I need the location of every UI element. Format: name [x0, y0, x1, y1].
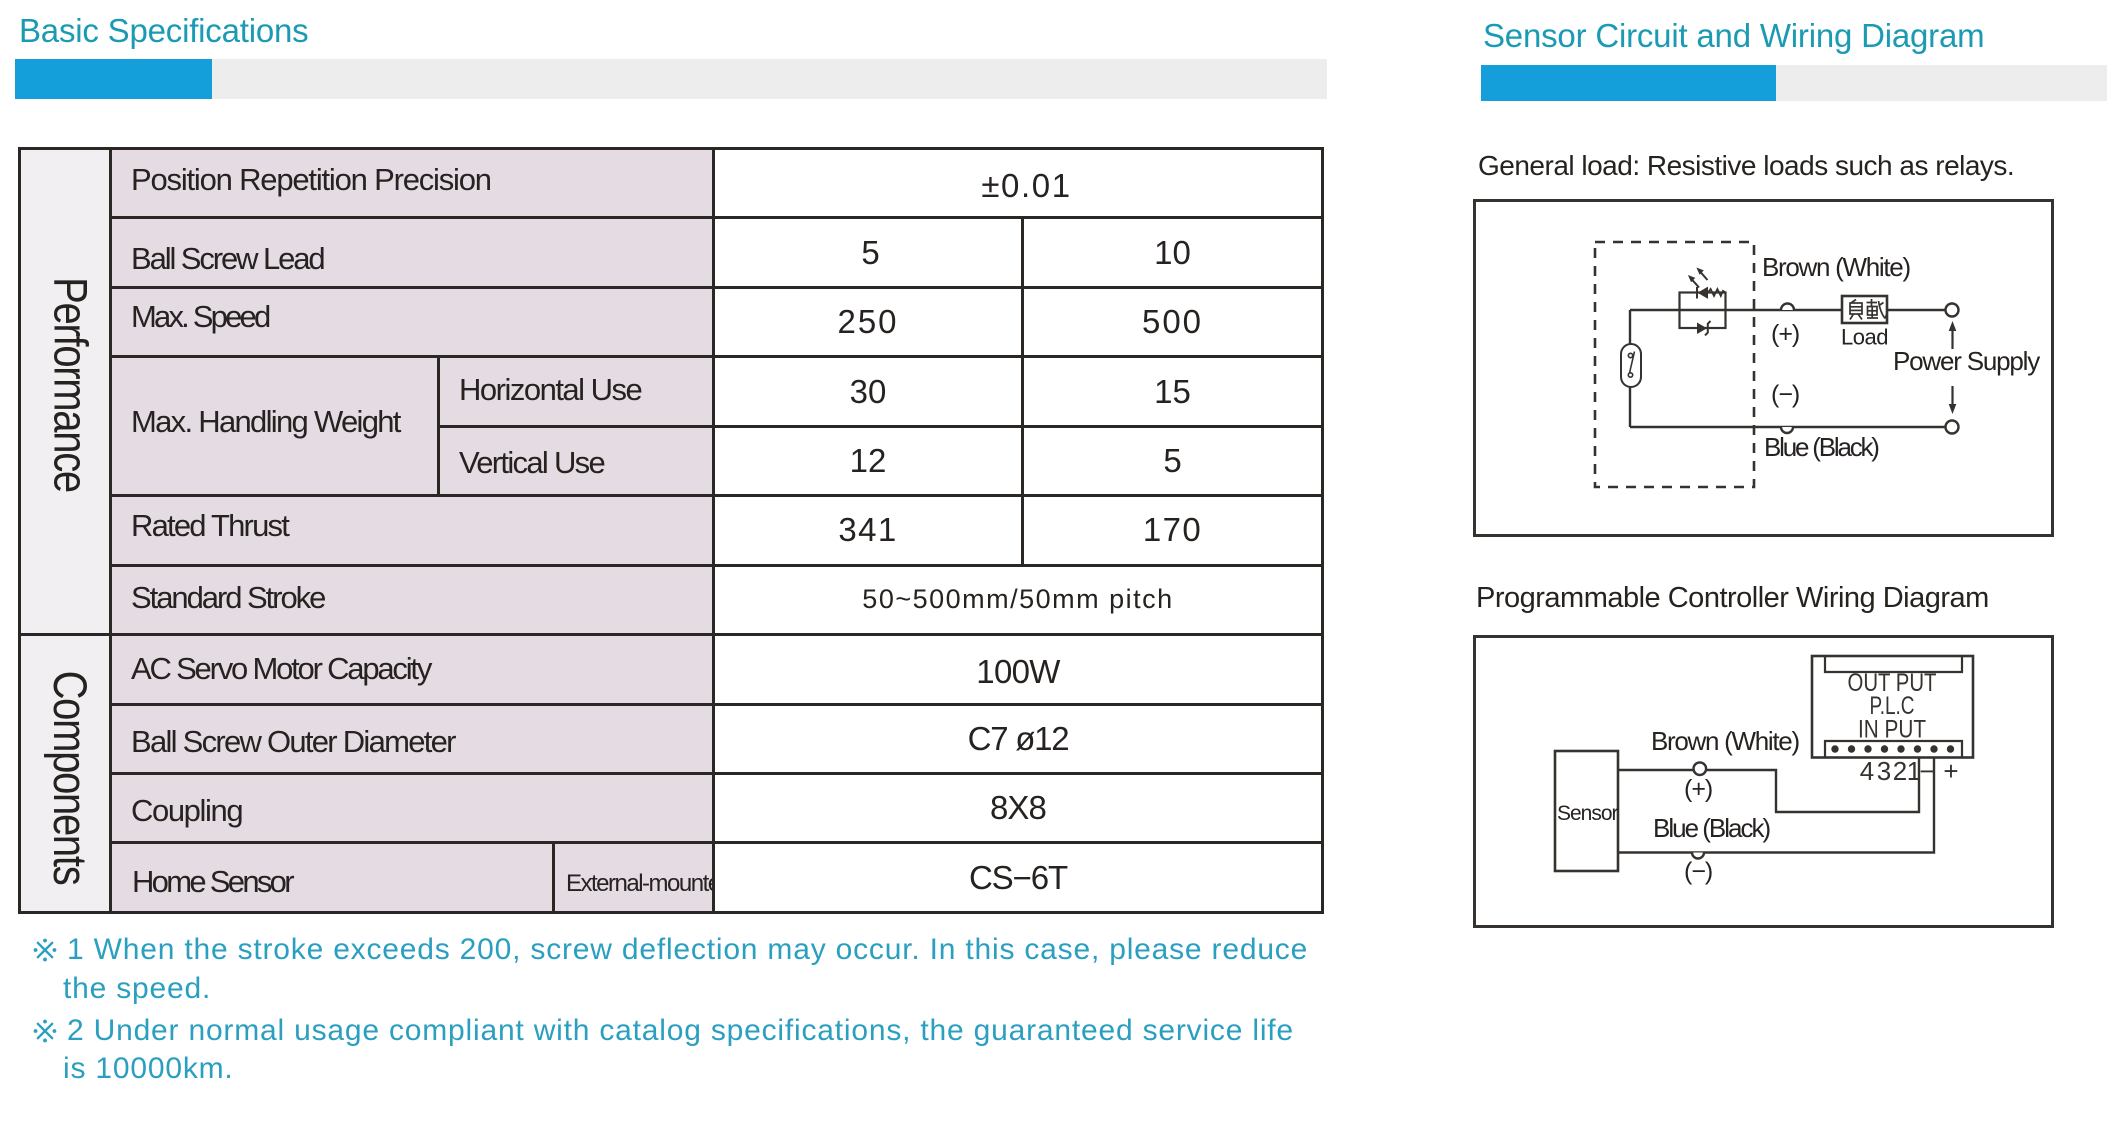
svg-text:4: 4 [1860, 756, 1874, 786]
svg-text:Sensor: Sensor [1557, 802, 1619, 825]
svg-text:(−): (−) [1771, 381, 1799, 409]
svg-text:Brown (White): Brown (White) [1651, 726, 1799, 756]
svg-text:Blue (Black): Blue (Black) [1764, 432, 1879, 462]
svg-text:(−): (−) [1684, 858, 1712, 886]
svg-text:1: 1 [1907, 756, 1921, 786]
svg-text:Load: Load [1841, 325, 1888, 350]
svg-text:Brown (White): Brown (White) [1762, 252, 1910, 282]
svg-text:OUT PUT: OUT PUT [1848, 669, 1937, 697]
svg-text:P.L.C: P.L.C [1870, 692, 1915, 720]
svg-text:Power Supply: Power Supply [1893, 346, 2040, 376]
svg-text:+: + [1943, 756, 1958, 786]
svg-text:Blue (Black): Blue (Black) [1653, 813, 1770, 843]
svg-text:IN PUT: IN PUT [1858, 716, 1926, 744]
svg-text:3: 3 [1877, 756, 1891, 786]
svg-text:(+): (+) [1684, 775, 1712, 803]
svg-text:−: − [1919, 756, 1934, 786]
svg-text:(+): (+) [1771, 320, 1799, 348]
svg-text:2: 2 [1893, 756, 1907, 786]
